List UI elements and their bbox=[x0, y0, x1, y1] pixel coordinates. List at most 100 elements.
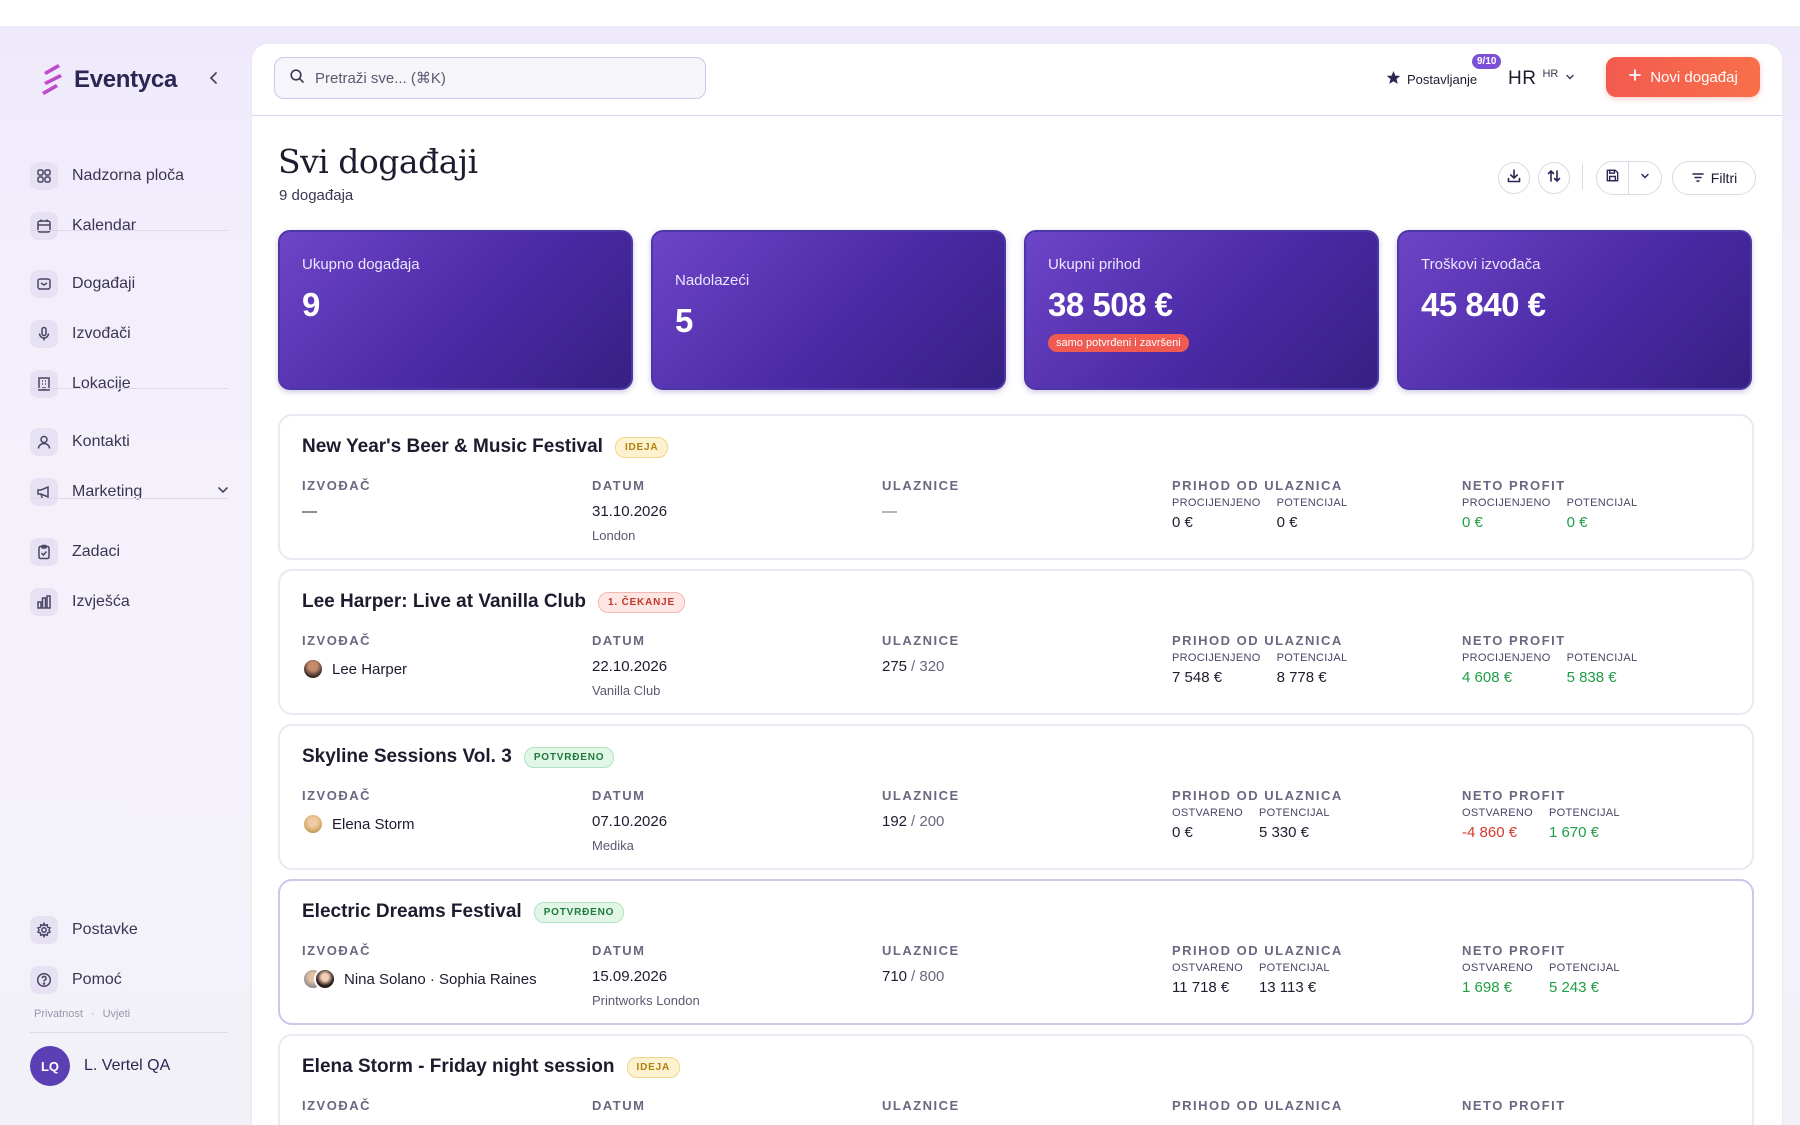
privacy-link[interactable]: Privatnost bbox=[34, 1008, 83, 1020]
event-header: Elena Storm - Friday night session IDEJA bbox=[302, 1056, 680, 1078]
event-name[interactable]: Elena Storm - Friday night session bbox=[302, 1056, 615, 1077]
event-venue: Medika bbox=[592, 838, 634, 853]
column-header: ULAZNICE bbox=[882, 478, 960, 493]
revenue-column: PRIHOD OD ULAZNICA bbox=[1172, 1098, 1343, 1113]
date-column: DATUM 31.10.2026 London bbox=[592, 478, 667, 543]
sidebar-item-label: Kalendar bbox=[72, 217, 137, 234]
sidebar-item-events[interactable]: Događaji bbox=[30, 264, 230, 304]
event-name[interactable]: Skyline Sessions Vol. 3 bbox=[302, 746, 512, 767]
tickets-value: 710 / 800 bbox=[882, 968, 960, 985]
avatar bbox=[314, 968, 336, 990]
search-input[interactable] bbox=[315, 69, 695, 87]
new-event-button[interactable]: Novi događaj bbox=[1606, 57, 1760, 97]
column-header: PRIHOD OD ULAZNICA bbox=[1172, 788, 1343, 803]
terms-link[interactable]: Uvjeti bbox=[102, 1008, 131, 1020]
event-name[interactable]: New Year's Beer & Music Festival bbox=[302, 436, 603, 457]
user-icon bbox=[30, 428, 58, 456]
column-header: IZVOĐAČ bbox=[302, 1098, 371, 1113]
column-header: ULAZNICE bbox=[882, 788, 960, 803]
value-label: OSTVARENO bbox=[1172, 807, 1243, 819]
value-label: POTENCIJAL bbox=[1566, 497, 1638, 509]
sidebar-item-calendar[interactable]: Kalendar bbox=[30, 206, 230, 246]
event-card[interactable]: Elena Storm - Friday night session IDEJA… bbox=[278, 1034, 1754, 1125]
artist-name: — bbox=[302, 503, 317, 520]
toolbar-divider bbox=[1582, 164, 1583, 190]
value-label: OSTVARENO bbox=[1462, 807, 1533, 819]
setup-progress-button[interactable]: Postavljanje bbox=[1386, 70, 1477, 88]
sidebar-item-dashboard[interactable]: Nadzorna ploča bbox=[30, 156, 230, 196]
sidebar-item-marketing[interactable]: Marketing bbox=[30, 472, 230, 512]
event-header: New Year's Beer & Music Festival IDEJA bbox=[302, 436, 669, 458]
filters-button[interactable]: Filtri bbox=[1672, 161, 1756, 195]
language-selector[interactable]: HR HR bbox=[1508, 68, 1576, 90]
page-title: Svi događaji bbox=[278, 142, 478, 181]
ticket-icon bbox=[30, 270, 58, 298]
sidebar-item-artists[interactable]: Izvođači bbox=[30, 314, 230, 354]
revenue-potential: 5 330 € bbox=[1258, 824, 1309, 841]
sidebar-item-label: Izvješća bbox=[72, 593, 130, 610]
user-menu[interactable]: LQ L. Vertel QA bbox=[30, 1046, 170, 1086]
revenue-values: PROCIJENJENO 7 548 € POTENCIJAL 8 778 € bbox=[1172, 652, 1363, 686]
artist-name[interactable]: Nina Solano · Sophia Raines bbox=[344, 970, 537, 988]
artist-row: Elena Storm bbox=[302, 813, 415, 835]
legal-links: Privatnost · Uvjeti bbox=[34, 1008, 130, 1020]
value-label: PROCIJENJENO bbox=[1462, 497, 1551, 509]
legal-separator: · bbox=[90, 1008, 95, 1020]
megaphone-icon bbox=[30, 478, 58, 506]
user-name: L. Vertel QA bbox=[84, 1057, 171, 1074]
status-badge: 1. ČEKANJE bbox=[598, 591, 685, 613]
column-header: DATUM bbox=[592, 633, 646, 648]
filter-icon bbox=[1691, 170, 1705, 187]
event-card[interactable]: Lee Harper: Live at Vanilla Club 1. ČEKA… bbox=[278, 569, 1754, 715]
sidebar-item-contacts[interactable]: Kontakti bbox=[30, 422, 230, 462]
download-icon bbox=[1506, 168, 1522, 189]
event-name[interactable]: Lee Harper: Live at Vanilla Club bbox=[302, 591, 587, 612]
star-icon bbox=[1386, 70, 1401, 88]
artist-name[interactable]: Lee Harper bbox=[332, 660, 408, 678]
stat-label: Ukupno događaja bbox=[302, 256, 420, 273]
event-card[interactable]: New Year's Beer & Music Festival IDEJA I… bbox=[278, 414, 1754, 560]
event-card[interactable]: Skyline Sessions Vol. 3 POTVRĐENO IZVOĐA… bbox=[278, 724, 1754, 870]
event-name[interactable]: Electric Dreams Festival bbox=[302, 901, 522, 922]
column-header: NETO PROFIT bbox=[1462, 633, 1566, 648]
tickets-column: ULAZNICE bbox=[882, 1098, 960, 1113]
stat-card-total-events: Ukupno događaja 9 bbox=[278, 230, 633, 390]
sidebar-item-settings[interactable]: Postavke bbox=[30, 910, 230, 950]
profit-values: OSTVARENO 1 698 € POTENCIJAL 5 243 € bbox=[1462, 962, 1635, 996]
column-header: DATUM bbox=[592, 1098, 646, 1113]
saved-views-dropdown[interactable] bbox=[1629, 162, 1661, 194]
sidebar-item-label: Zadaci bbox=[72, 543, 121, 560]
brand-name: Eventyca bbox=[74, 66, 177, 93]
sort-button[interactable] bbox=[1538, 162, 1570, 194]
artist-row: Nina Solano · Sophia Raines bbox=[302, 968, 537, 990]
sidebar-item-reports[interactable]: Izvješća bbox=[30, 582, 230, 622]
save-view-button[interactable] bbox=[1597, 162, 1630, 194]
sidebar-item-locations[interactable]: Lokacije bbox=[30, 364, 230, 404]
value-label: PROCIJENJENO bbox=[1462, 652, 1551, 664]
event-date: 22.10.2026 bbox=[592, 658, 668, 675]
language-code-small: HR bbox=[1542, 68, 1559, 80]
topbar: Postavljanje 9/10 HR HR Novi događaj bbox=[252, 44, 1782, 116]
sidebar-item-help[interactable]: Pomoć bbox=[30, 960, 230, 1000]
stat-label: Troškovi izvođača bbox=[1421, 256, 1541, 273]
event-card[interactable]: Electric Dreams Festival POTVRĐENO IZVOĐ… bbox=[278, 879, 1754, 1025]
status-badge: POTVRĐENO bbox=[523, 746, 615, 768]
sidebar-item-tasks[interactable]: Zadaci bbox=[30, 532, 230, 572]
export-button[interactable] bbox=[1498, 162, 1530, 194]
search-box[interactable] bbox=[274, 57, 706, 99]
app-window: Eventyca Nadzorna ploča Kalendar Događaj… bbox=[0, 26, 1800, 1125]
brand[interactable]: Eventyca bbox=[40, 62, 177, 98]
stat-card-total-revenue: Ukupni prihod 38 508 € samo potvrđeni i … bbox=[1024, 230, 1379, 390]
artist-column: IZVOĐAČ Nina Solano · Sophia Raines bbox=[302, 943, 537, 990]
artist-name[interactable]: Elena Storm bbox=[332, 815, 415, 833]
revenue-potential: 0 € bbox=[1276, 514, 1298, 531]
tickets-column: ULAZNICE 275 / 320 bbox=[882, 633, 960, 675]
new-event-label: Novi događaj bbox=[1650, 68, 1738, 86]
value-label: OSTVARENO bbox=[1172, 962, 1243, 974]
plus-icon bbox=[1628, 68, 1642, 86]
artist-row: Lee Harper bbox=[302, 658, 407, 680]
collapse-sidebar-icon[interactable] bbox=[204, 66, 224, 90]
chevron-down-icon bbox=[1639, 169, 1651, 187]
column-header: IZVOĐAČ bbox=[302, 788, 371, 803]
value-label: POTENCIJAL bbox=[1276, 652, 1348, 664]
